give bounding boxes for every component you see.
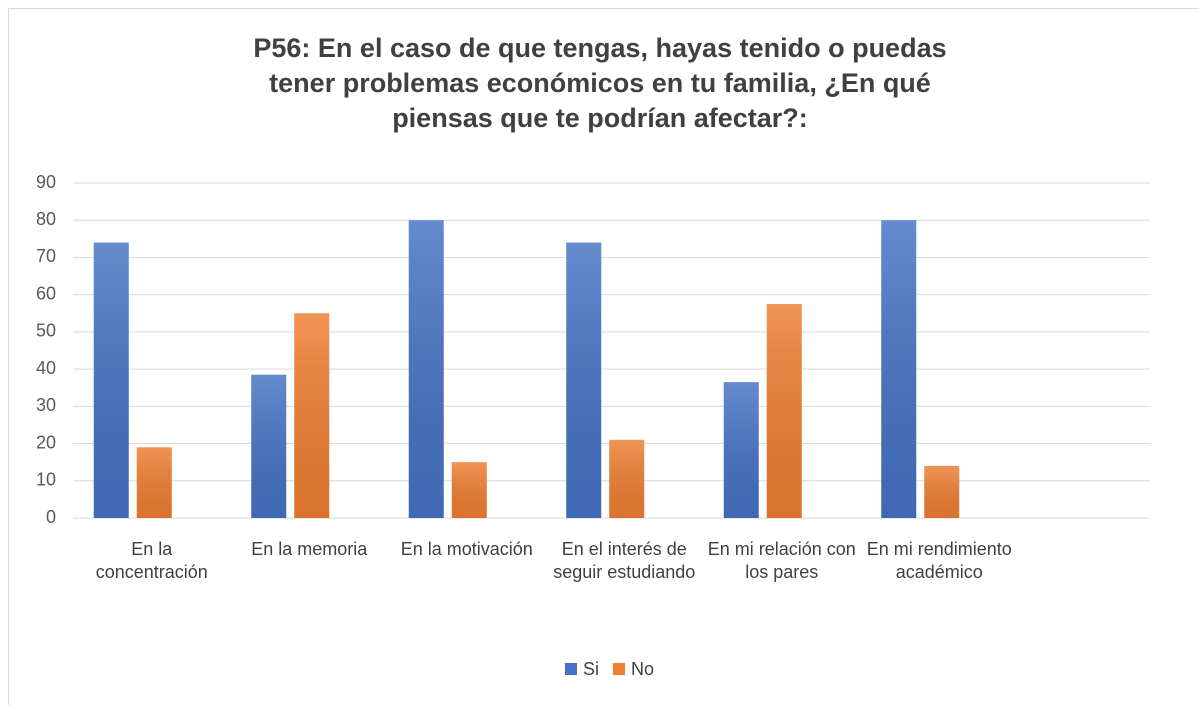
chart-title: tener problemas económicos en tu familia… (269, 68, 931, 98)
x-tick-label: En mi relación con los pares (707, 539, 856, 582)
bar (451, 462, 487, 518)
legend-swatch (613, 663, 626, 675)
chart-frame (8, 8, 1199, 705)
bar (924, 465, 960, 518)
y-tick-label: 80 (36, 209, 56, 229)
bar (93, 242, 129, 519)
y-tick-label: 70 (36, 246, 56, 266)
bar (766, 303, 802, 518)
x-tick-label: En mi rendimiento académico (866, 539, 1012, 582)
bar (609, 439, 645, 518)
y-tick-label: 0 (46, 507, 56, 527)
y-tick-label: 50 (36, 321, 56, 341)
y-tick-label: 20 (36, 432, 56, 452)
legend-swatch (565, 663, 577, 675)
x-tick-label: En la memoria (251, 539, 368, 559)
x-tick-label: En la motivación (400, 539, 533, 559)
legend-label: No (631, 659, 654, 679)
x-tick-label: En la concentración (95, 539, 208, 582)
bar (294, 313, 330, 518)
x-tick-label: En el interés de seguir estudiando (553, 539, 696, 582)
bar (723, 382, 759, 518)
bar (408, 220, 444, 518)
y-tick-label: 40 (36, 358, 56, 378)
y-tick-label: 10 (36, 470, 56, 490)
bar (566, 242, 602, 519)
y-tick-label: 30 (36, 395, 56, 415)
y-tick-label: 90 (36, 172, 56, 192)
chart-title: P56: En el caso de que tengas, hayas ten… (253, 33, 946, 63)
chart-title: piensas que te podrían afectar?: (392, 103, 808, 133)
bar (881, 220, 917, 518)
legend-label: Si (583, 659, 599, 679)
bar (251, 374, 287, 518)
y-tick-label: 60 (36, 283, 56, 303)
bar (136, 447, 172, 518)
